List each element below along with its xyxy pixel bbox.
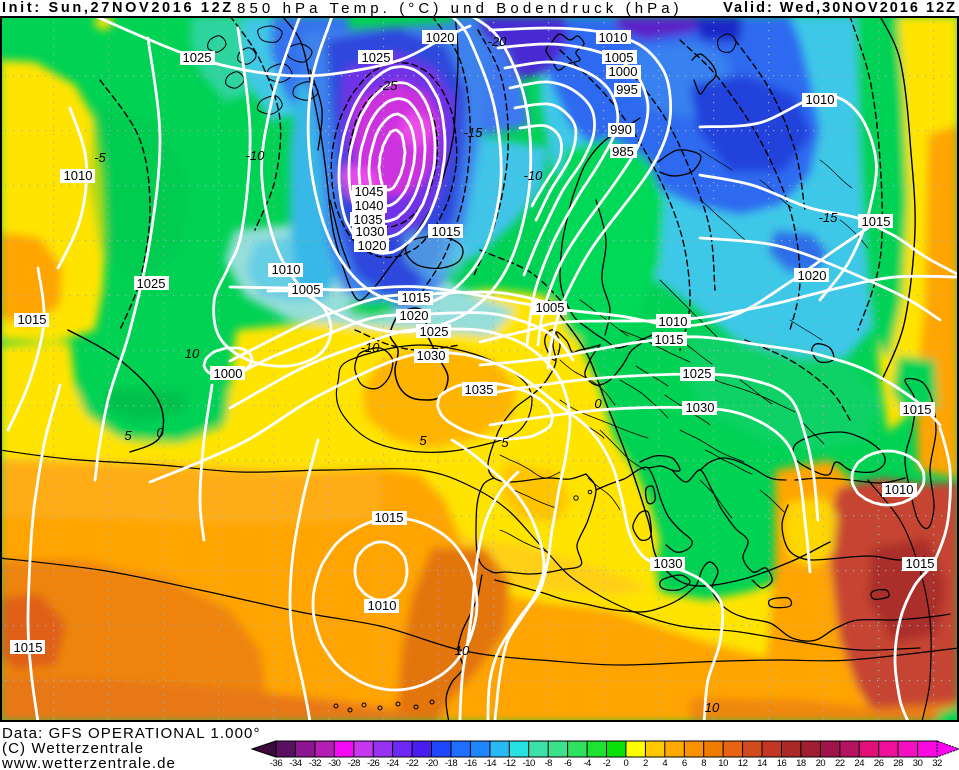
svg-text:1020: 1020 xyxy=(426,30,455,45)
svg-text:-15: -15 xyxy=(464,125,484,140)
svg-text:30: 30 xyxy=(913,758,923,769)
svg-text:1015: 1015 xyxy=(432,224,461,239)
svg-text:-30: -30 xyxy=(328,758,340,769)
svg-text:1025: 1025 xyxy=(420,324,449,339)
svg-text:1010: 1010 xyxy=(368,598,397,613)
svg-text:-10: -10 xyxy=(361,340,381,355)
svg-text:www.wetterzentrale.de: www.wetterzentrale.de xyxy=(1,755,176,770)
svg-text:1030: 1030 xyxy=(356,224,385,239)
svg-text:850 hPa Temp. (°C) und Bodendr: 850 hPa Temp. (°C) und Bodendruck (hPa) xyxy=(237,0,683,17)
svg-text:-4: -4 xyxy=(583,758,591,769)
svg-text:-10: -10 xyxy=(523,758,535,769)
svg-text:1025: 1025 xyxy=(362,50,391,65)
svg-text:1005: 1005 xyxy=(292,282,321,297)
svg-text:10: 10 xyxy=(718,758,728,769)
svg-text:-6: -6 xyxy=(564,758,572,769)
svg-text:1020: 1020 xyxy=(798,268,827,283)
svg-text:985: 985 xyxy=(612,144,634,159)
svg-text:1015: 1015 xyxy=(906,556,935,571)
svg-text:-25: -25 xyxy=(379,78,399,93)
svg-text:(C) Wetterzentrale: (C) Wetterzentrale xyxy=(2,740,144,757)
svg-text:1000: 1000 xyxy=(214,366,243,381)
svg-text:28: 28 xyxy=(893,758,903,769)
svg-text:1030: 1030 xyxy=(417,348,446,363)
svg-text:1010: 1010 xyxy=(885,482,914,497)
svg-text:-2: -2 xyxy=(603,758,611,769)
svg-text:18: 18 xyxy=(796,758,806,769)
svg-text:24: 24 xyxy=(854,758,864,769)
svg-text:5: 5 xyxy=(124,428,132,443)
svg-text:1015: 1015 xyxy=(14,640,43,655)
svg-text:32: 32 xyxy=(932,758,942,769)
svg-text:1015: 1015 xyxy=(18,312,47,327)
svg-text:-14: -14 xyxy=(484,758,496,769)
svg-text:-15: -15 xyxy=(819,210,839,225)
svg-text:4: 4 xyxy=(662,758,667,769)
svg-text:-16: -16 xyxy=(464,758,476,769)
svg-text:Data: GFS OPERATIONAL 1.000°: Data: GFS OPERATIONAL 1.000° xyxy=(2,725,261,742)
svg-text:-8: -8 xyxy=(544,758,552,769)
svg-text:2: 2 xyxy=(643,758,648,769)
svg-text:1015: 1015 xyxy=(862,214,891,229)
svg-text:-24: -24 xyxy=(386,758,398,769)
svg-text:1010: 1010 xyxy=(806,92,835,107)
svg-text:1035: 1035 xyxy=(354,212,383,227)
svg-text:1005: 1005 xyxy=(605,50,634,65)
svg-text:Init: Sun,27NOV2016 12Z: Init: Sun,27NOV2016 12Z xyxy=(2,0,234,16)
svg-text:1020: 1020 xyxy=(358,238,387,253)
svg-text:5: 5 xyxy=(419,433,427,448)
svg-text:1025: 1025 xyxy=(183,50,212,65)
svg-text:1040: 1040 xyxy=(355,198,384,213)
svg-text:0: 0 xyxy=(156,425,164,440)
svg-text:1020: 1020 xyxy=(400,308,429,323)
svg-text:10: 10 xyxy=(705,700,720,715)
svg-text:1015: 1015 xyxy=(402,290,431,305)
svg-text:Valid: Wed,30NOV2016 12Z: Valid: Wed,30NOV2016 12Z xyxy=(723,0,957,16)
svg-text:1015: 1015 xyxy=(903,402,932,417)
svg-text:-36: -36 xyxy=(270,758,282,769)
svg-text:1030: 1030 xyxy=(686,400,715,415)
svg-text:1000: 1000 xyxy=(609,64,638,79)
svg-text:1010: 1010 xyxy=(659,314,688,329)
svg-text:-10: -10 xyxy=(246,148,266,163)
svg-text:8: 8 xyxy=(701,758,706,769)
svg-text:990: 990 xyxy=(610,122,632,137)
svg-text:-20: -20 xyxy=(425,758,437,769)
svg-text:-28: -28 xyxy=(348,758,360,769)
svg-text:1030: 1030 xyxy=(654,556,683,571)
svg-text:10: 10 xyxy=(185,346,200,361)
svg-text:-10: -10 xyxy=(524,168,544,183)
svg-text:12: 12 xyxy=(738,758,748,769)
svg-text:22: 22 xyxy=(835,758,845,769)
svg-text:-32: -32 xyxy=(309,758,321,769)
svg-text:-20: -20 xyxy=(488,34,508,49)
svg-text:-5: -5 xyxy=(94,150,106,165)
svg-text:5: 5 xyxy=(501,435,509,450)
svg-text:14: 14 xyxy=(757,758,767,769)
svg-text:1015: 1015 xyxy=(655,332,684,347)
svg-text:26: 26 xyxy=(874,758,884,769)
svg-text:-34: -34 xyxy=(289,758,301,769)
svg-text:6: 6 xyxy=(682,758,687,769)
svg-text:-18: -18 xyxy=(445,758,457,769)
svg-text:1010: 1010 xyxy=(64,168,93,183)
svg-text:-12: -12 xyxy=(503,758,515,769)
svg-text:1010: 1010 xyxy=(599,30,628,45)
svg-text:0: 0 xyxy=(624,758,629,769)
svg-text:-22: -22 xyxy=(406,758,418,769)
svg-text:20: 20 xyxy=(816,758,826,769)
svg-text:995: 995 xyxy=(616,82,638,97)
svg-text:1005: 1005 xyxy=(536,300,565,315)
svg-text:1015: 1015 xyxy=(375,510,404,525)
svg-text:16: 16 xyxy=(777,758,787,769)
svg-text:1035: 1035 xyxy=(465,382,494,397)
svg-text:10: 10 xyxy=(455,643,470,658)
svg-text:1025: 1025 xyxy=(137,276,166,291)
svg-text:1025: 1025 xyxy=(683,366,712,381)
svg-text:0: 0 xyxy=(594,396,602,411)
svg-text:1010: 1010 xyxy=(272,262,301,277)
svg-text:-26: -26 xyxy=(367,758,379,769)
svg-text:1045: 1045 xyxy=(355,184,384,199)
